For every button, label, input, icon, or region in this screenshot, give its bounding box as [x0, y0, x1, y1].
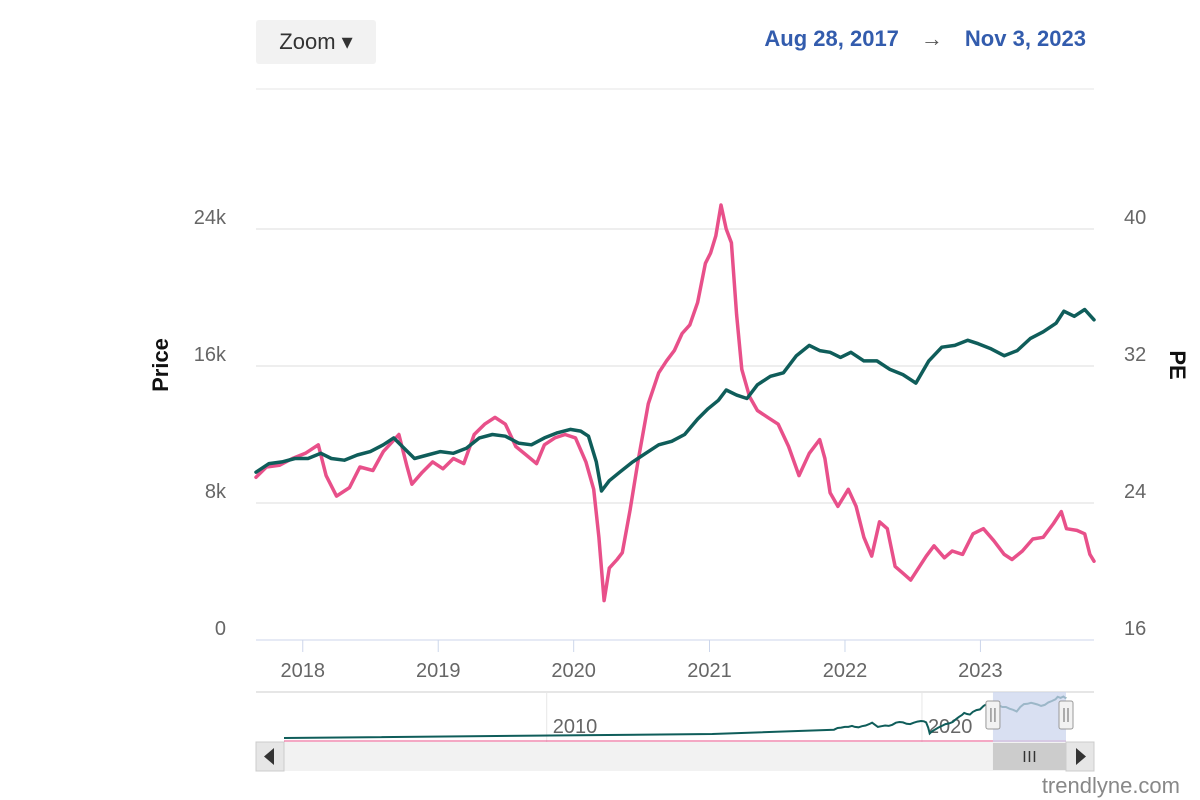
navigator[interactable]: 2010 2020	[256, 691, 1094, 742]
range-arrow-icon: →	[920, 26, 943, 51]
y-right-tick-label: 32	[1124, 344, 1146, 366]
y-left-tick-label: 24k	[194, 207, 227, 229]
scrollbar-track[interactable]	[256, 742, 1094, 771]
date-range: Aug 28, 2017 → Nov 3, 2023	[764, 26, 1086, 52]
grid	[256, 228, 1094, 641]
y-right-axis-title: PE	[1165, 350, 1190, 379]
y-right-tick-label: 24	[1124, 481, 1146, 503]
navigator-tick-label: 2020	[928, 716, 973, 738]
scrollbar-grip-icon	[1023, 751, 1036, 762]
series-layer	[254, 203, 1096, 603]
scroll-left-button[interactable]	[255, 741, 285, 772]
x-tick-label: 2019	[416, 660, 461, 682]
x-tick-label: 2018	[281, 660, 326, 682]
y-left-tick-label: 16k	[194, 344, 227, 366]
x-tick-label: 2020	[551, 660, 596, 682]
y-left-ticks: 0 8k 16k 24k	[194, 207, 227, 640]
range-from-date[interactable]: Aug 28, 2017	[764, 26, 899, 51]
pe-series-line	[254, 307, 1096, 493]
x-ticks: 2018 2019 2020 2021 2022 2023	[281, 640, 1003, 682]
range-to-date[interactable]: Nov 3, 2023	[964, 26, 1086, 51]
x-tick-label: 2022	[823, 660, 868, 682]
credit-link[interactable]: trendlyne.com	[1042, 773, 1180, 798]
y-right-tick-label: 16	[1124, 618, 1146, 640]
y-left-tick-label: 0	[215, 618, 226, 640]
y-right-tick-label: 40	[1124, 207, 1146, 229]
x-tick-label: 2021	[687, 660, 732, 682]
handle-box[interactable]	[1058, 700, 1074, 730]
price-series-line	[254, 203, 1096, 603]
chevron-left-icon	[264, 748, 274, 765]
chevron-right-icon	[1076, 748, 1086, 765]
y-right-ticks: 16 24 32 40	[1124, 207, 1146, 640]
navigator-selection[interactable]	[992, 692, 1066, 742]
scrollbar[interactable]	[255, 741, 1095, 772]
y-left-tick-label: 8k	[205, 481, 227, 503]
x-tick-label: 2023	[958, 660, 1003, 682]
handle-box[interactable]	[985, 700, 1001, 730]
zoom-button[interactable]: Zoom ▾	[256, 20, 376, 64]
navigator-right-handle[interactable]	[1058, 700, 1074, 730]
y-left-axis-title: Price	[148, 338, 173, 392]
navigator-left-handle[interactable]	[985, 700, 1001, 730]
navigator-x-ticks: 2010 2020	[546, 692, 973, 742]
navigator-tick-label: 2010	[553, 716, 598, 738]
